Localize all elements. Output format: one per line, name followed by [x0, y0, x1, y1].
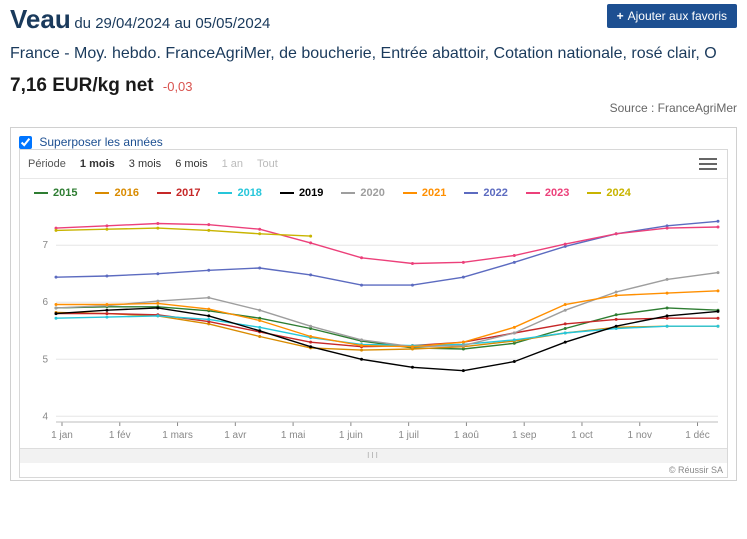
svg-text:1 juin: 1 juin [339, 430, 363, 441]
legend-item[interactable]: 2024 [587, 187, 630, 199]
page-title: Veau [10, 4, 71, 34]
svg-text:1 déc: 1 déc [685, 430, 709, 441]
add-favorite-button[interactable]: +Ajouter aux favoris [607, 4, 737, 28]
chart-copyright: © Réussir SA [20, 463, 727, 477]
title-block: Veau du 29/04/2024 au 05/05/2024 [10, 4, 270, 35]
chart-area[interactable]: 4 5 6 7 1 jan 1 fév 1 mars 1 avr 1 mai 1 juin 1 ju… [20, 203, 727, 448]
svg-text:7: 7 [42, 240, 48, 251]
svg-text:1 mars: 1 mars [162, 430, 193, 441]
price-row: 7,16 EUR/kg net -0,03 [10, 75, 737, 97]
overlay-years-toggle[interactable]: Superposer les années [19, 135, 163, 149]
period-label: Période [28, 158, 66, 170]
plus-icon: + [617, 9, 624, 23]
legend-item[interactable]: 2021 [403, 187, 446, 199]
svg-text:4: 4 [42, 411, 48, 422]
legend-swatch [280, 192, 294, 194]
horizontal-scrollbar[interactable] [20, 448, 727, 463]
period-option: 1 an [222, 158, 243, 170]
legend: 2015 2016 2017 2018 2019 2020 2021 2022 2023 2024 [20, 179, 727, 203]
legend-swatch [34, 192, 48, 194]
legend-item[interactable]: 2023 [526, 187, 569, 199]
svg-text:1 juil: 1 juil [398, 430, 419, 441]
legend-swatch [403, 192, 417, 194]
period-option[interactable]: 1 mois [80, 158, 115, 170]
svg-text:6: 6 [42, 297, 48, 308]
period-option[interactable]: 6 mois [175, 158, 207, 170]
hamburger-icon[interactable] [699, 156, 719, 172]
legend-swatch [587, 192, 601, 194]
date-range: du 29/04/2024 au 05/05/2024 [74, 15, 270, 32]
legend-swatch [341, 192, 355, 194]
period-option: Tout [257, 158, 278, 170]
svg-text:1 jan: 1 jan [51, 430, 73, 441]
legend-swatch [95, 192, 109, 194]
svg-text:1 avr: 1 avr [224, 430, 247, 441]
svg-text:1 fév: 1 fév [109, 430, 131, 441]
chart-inner: Période 1 mois3 mois6 mois1 anTout 20152… [19, 149, 728, 478]
svg-text:5: 5 [42, 354, 48, 365]
svg-text:1 oct: 1 oct [571, 430, 593, 441]
legend-swatch [526, 192, 540, 194]
legend-swatch [157, 192, 171, 194]
legend-item[interactable]: 2019 [280, 187, 323, 199]
chart-outer: Superposer les années Période 1 mois 3 mo… [10, 127, 737, 481]
period-row: Période 1 mois 3 mois 6 mois 1 an Tout [20, 156, 727, 179]
legend-item[interactable]: 2015 [34, 187, 77, 199]
svg-text:1 mai: 1 mai [281, 430, 305, 441]
source-label: Source : FranceAgriMer [10, 101, 737, 115]
svg-text:1 nov: 1 nov [628, 430, 652, 441]
subtitle: France - Moy. hebdo. FranceAgriMer, de b… [10, 43, 737, 65]
price-delta: -0,03 [163, 79, 193, 94]
price-value: 7,16 EUR/kg net [10, 75, 154, 96]
legend-swatch [464, 192, 478, 194]
legend-item[interactable]: 2017 [157, 187, 200, 199]
legend-item[interactable]: 2022 [464, 187, 507, 199]
svg-text:1 aoû: 1 aoû [454, 430, 479, 441]
legend-swatch [218, 192, 232, 194]
legend-item[interactable]: 2018 [218, 187, 261, 199]
period-option[interactable]: 3 mois [129, 158, 161, 170]
legend-item[interactable]: 2020 [341, 187, 384, 199]
svg-text:1 sep: 1 sep [512, 430, 537, 441]
overlay-years-checkbox[interactable] [19, 136, 32, 149]
legend-item[interactable]: 2016 [95, 187, 138, 199]
